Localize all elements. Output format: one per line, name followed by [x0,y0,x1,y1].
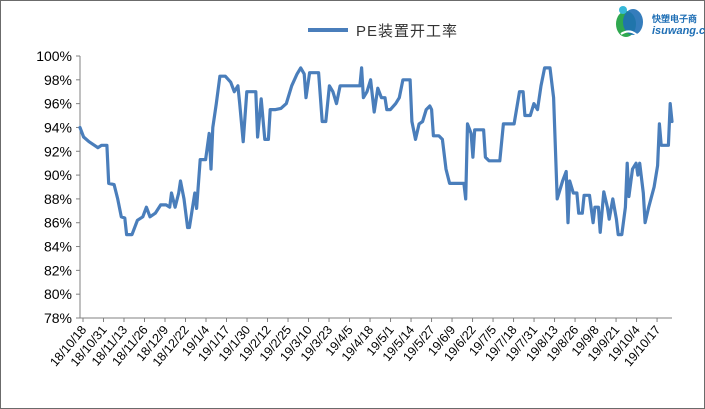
legend-swatch [308,28,348,32]
y-tick-label: 98% [44,72,72,88]
y-tick-label: 94% [44,119,72,135]
y-tick-label: 82% [44,262,72,278]
legend: PE装置开工率 [308,18,458,42]
y-tick-label: 90% [44,167,72,183]
brand-logo-en: isuwang.c [652,25,705,37]
y-tick-label: 100% [36,48,72,64]
y-tick-label: 92% [44,143,72,159]
brand-logo: 快塑电子商 isuwang.c [612,4,705,44]
series-line [78,66,674,237]
y-tick-label: 80% [44,286,72,302]
y-tick-label: 78% [44,310,72,326]
brand-logo-cn: 快塑电子商 [652,14,698,24]
y-tick-label: 86% [44,215,72,231]
legend-label: PE装置开工率 [356,22,459,40]
y-tick-label: 88% [44,191,72,207]
brand-logo-icon [616,6,643,37]
y-tick-label: 96% [44,96,72,112]
y-tick-label: 84% [44,239,72,255]
